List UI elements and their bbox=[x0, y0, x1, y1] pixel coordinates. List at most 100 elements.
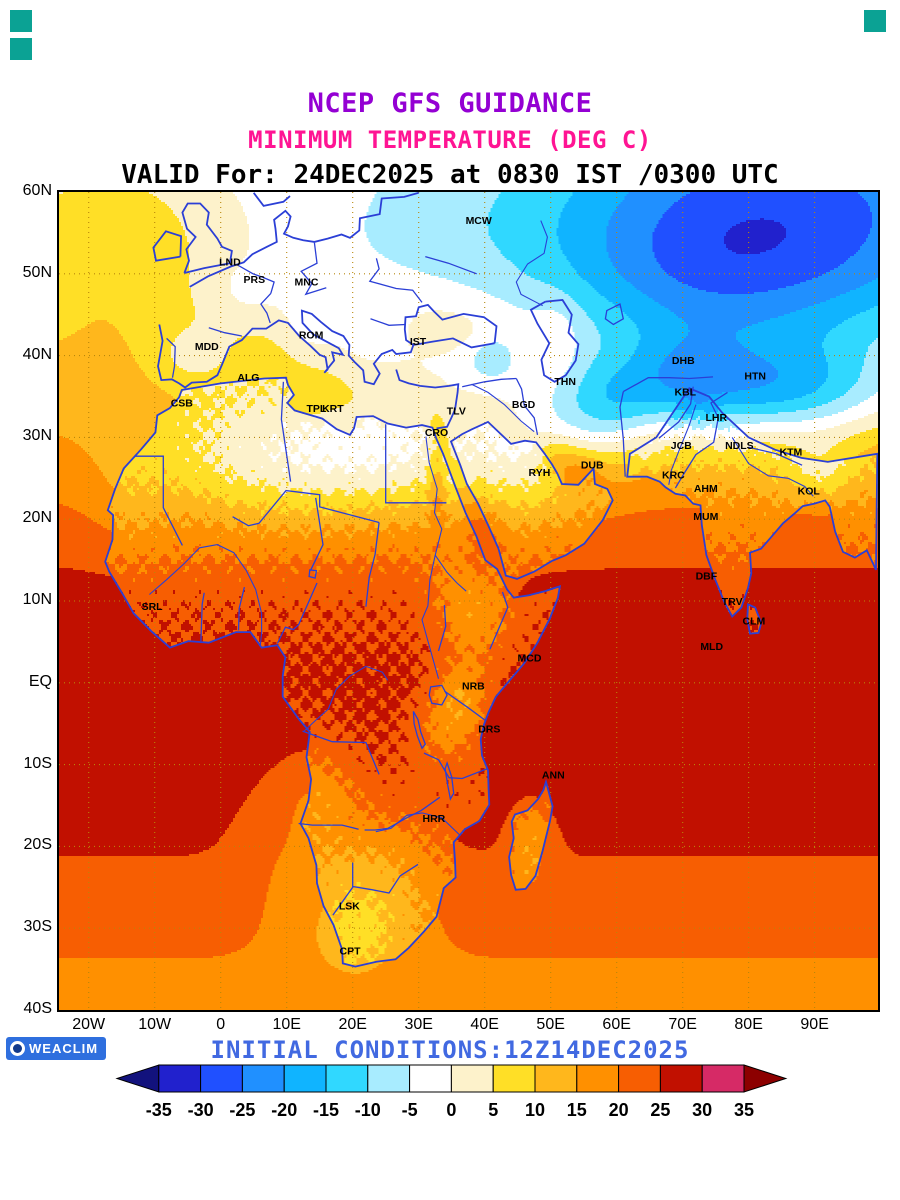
lon-tick-label: 50E bbox=[536, 1016, 565, 1033]
colorbar-tick-label: 5 bbox=[488, 1100, 498, 1120]
valid-time-line: VALID For: 24DEC2025 at 0830 IST /0300 U… bbox=[121, 160, 779, 190]
country-border bbox=[437, 605, 447, 652]
country-border bbox=[352, 863, 419, 894]
lat-tick-label: 20N bbox=[22, 509, 52, 527]
country-border bbox=[674, 391, 728, 489]
country-border bbox=[208, 327, 242, 337]
country-border bbox=[385, 424, 447, 504]
colorbar-tick-label: -15 bbox=[313, 1100, 339, 1120]
river bbox=[471, 383, 535, 433]
country-border bbox=[236, 264, 275, 294]
colorbar-segment bbox=[200, 1064, 243, 1093]
field-title: MINIMUM TEMPERATURE (DEG C) bbox=[248, 126, 652, 154]
river bbox=[421, 436, 443, 679]
lat-tick-label: 20S bbox=[23, 836, 52, 854]
city-label: ROM bbox=[299, 329, 324, 341]
colorbar-tick-label: 15 bbox=[567, 1100, 587, 1120]
colorbar-segment bbox=[701, 1064, 745, 1093]
lon-tick-label: 30E bbox=[404, 1016, 433, 1033]
country-border bbox=[425, 255, 477, 275]
city-label: CSB bbox=[171, 397, 194, 409]
temperature-field-canvas bbox=[59, 192, 878, 1010]
city-label: ANN bbox=[542, 770, 565, 782]
city-label: DHB bbox=[672, 355, 695, 367]
lon-tick-label: 20E bbox=[338, 1016, 367, 1033]
colorbar: -35 -30 -25 -20 -15 -10 -5 0 5 10 15 20 25 30 35 bbox=[115, 1064, 788, 1120]
city-label: DUB bbox=[581, 460, 604, 472]
colorbar-segment bbox=[409, 1064, 452, 1093]
city-label: HRR bbox=[423, 813, 446, 825]
colorbar-tick-label: 10 bbox=[525, 1100, 545, 1120]
initial-conditions-line: INITIAL CONDITIONS:12Z14DEC2025 bbox=[210, 1036, 690, 1064]
city-label: LHR bbox=[706, 412, 728, 424]
city-label: AHM bbox=[694, 483, 718, 495]
corner-square-icon bbox=[10, 38, 32, 60]
country-border bbox=[237, 586, 246, 631]
colorbar-tick-label: 30 bbox=[692, 1100, 712, 1120]
colorbar-segment bbox=[534, 1064, 578, 1093]
sri-lanka-coastline bbox=[746, 602, 763, 635]
colorbar-segment bbox=[115, 1064, 160, 1093]
country-border bbox=[368, 258, 423, 303]
colorbar-tick-label: 20 bbox=[609, 1100, 629, 1120]
country-border bbox=[658, 386, 694, 439]
coastline bbox=[157, 309, 495, 389]
weaclim-logo: WEACLIM bbox=[6, 1037, 107, 1060]
city-label: KTM bbox=[780, 446, 803, 458]
city-label: TPL bbox=[306, 403, 326, 415]
lat-tick-label: 40S bbox=[23, 1000, 52, 1017]
lake bbox=[604, 303, 625, 326]
madagascar-coastline bbox=[508, 778, 554, 891]
colorbar-segment bbox=[743, 1064, 788, 1093]
city-label: KRC bbox=[662, 469, 685, 481]
city-label: KBL bbox=[675, 387, 697, 399]
africa-coastline bbox=[104, 376, 562, 968]
country-border bbox=[280, 381, 292, 482]
city-label: HTN bbox=[744, 370, 766, 382]
coastline bbox=[152, 230, 183, 262]
city-label: CRO bbox=[425, 427, 448, 439]
river bbox=[515, 220, 548, 307]
lat-tick-label: 10N bbox=[22, 591, 52, 608]
country-border bbox=[622, 376, 714, 393]
country-border bbox=[748, 446, 803, 466]
city-label: DBF bbox=[696, 571, 718, 583]
city-label: KOL bbox=[798, 486, 821, 498]
country-border bbox=[489, 591, 509, 650]
country-border bbox=[276, 582, 318, 644]
lat-tick-label: 10S bbox=[23, 754, 52, 772]
lon-tick-label: 20W bbox=[72, 1016, 106, 1033]
coastline bbox=[181, 202, 233, 274]
colorbar-tick-label: -10 bbox=[355, 1100, 381, 1120]
coastline bbox=[403, 303, 498, 346]
colorbar-segment bbox=[325, 1064, 369, 1093]
coastline bbox=[252, 192, 291, 207]
country-border bbox=[515, 378, 539, 436]
city-label: MDD bbox=[195, 341, 219, 353]
country-border bbox=[300, 242, 327, 296]
colorbar-tick-label: -20 bbox=[271, 1100, 297, 1120]
lon-tick-label: 40E bbox=[470, 1016, 499, 1033]
colorbar-segment bbox=[492, 1064, 536, 1093]
coastline bbox=[395, 369, 460, 430]
colorbar-tick-label: 0 bbox=[446, 1100, 456, 1120]
lon-tick-label: 70E bbox=[668, 1016, 697, 1033]
city-label: ALG bbox=[237, 372, 259, 384]
country-border bbox=[166, 337, 176, 378]
weaclim-logo-icon bbox=[10, 1041, 25, 1056]
coastline bbox=[529, 299, 580, 383]
river bbox=[668, 404, 697, 485]
colorbar-segment bbox=[158, 1064, 202, 1093]
product-title: NCEP GFS GUIDANCE bbox=[307, 88, 593, 119]
river bbox=[434, 554, 467, 592]
lat-tick-label: 60N bbox=[22, 182, 52, 199]
country-border bbox=[444, 690, 486, 721]
colorbar-tick-label: -35 bbox=[146, 1100, 172, 1120]
colorbar-segment bbox=[618, 1064, 661, 1093]
country-border bbox=[332, 862, 354, 916]
city-label: SRL bbox=[142, 601, 164, 613]
lake bbox=[428, 684, 448, 706]
city-label: DRS bbox=[478, 724, 500, 736]
country-border bbox=[462, 377, 517, 388]
